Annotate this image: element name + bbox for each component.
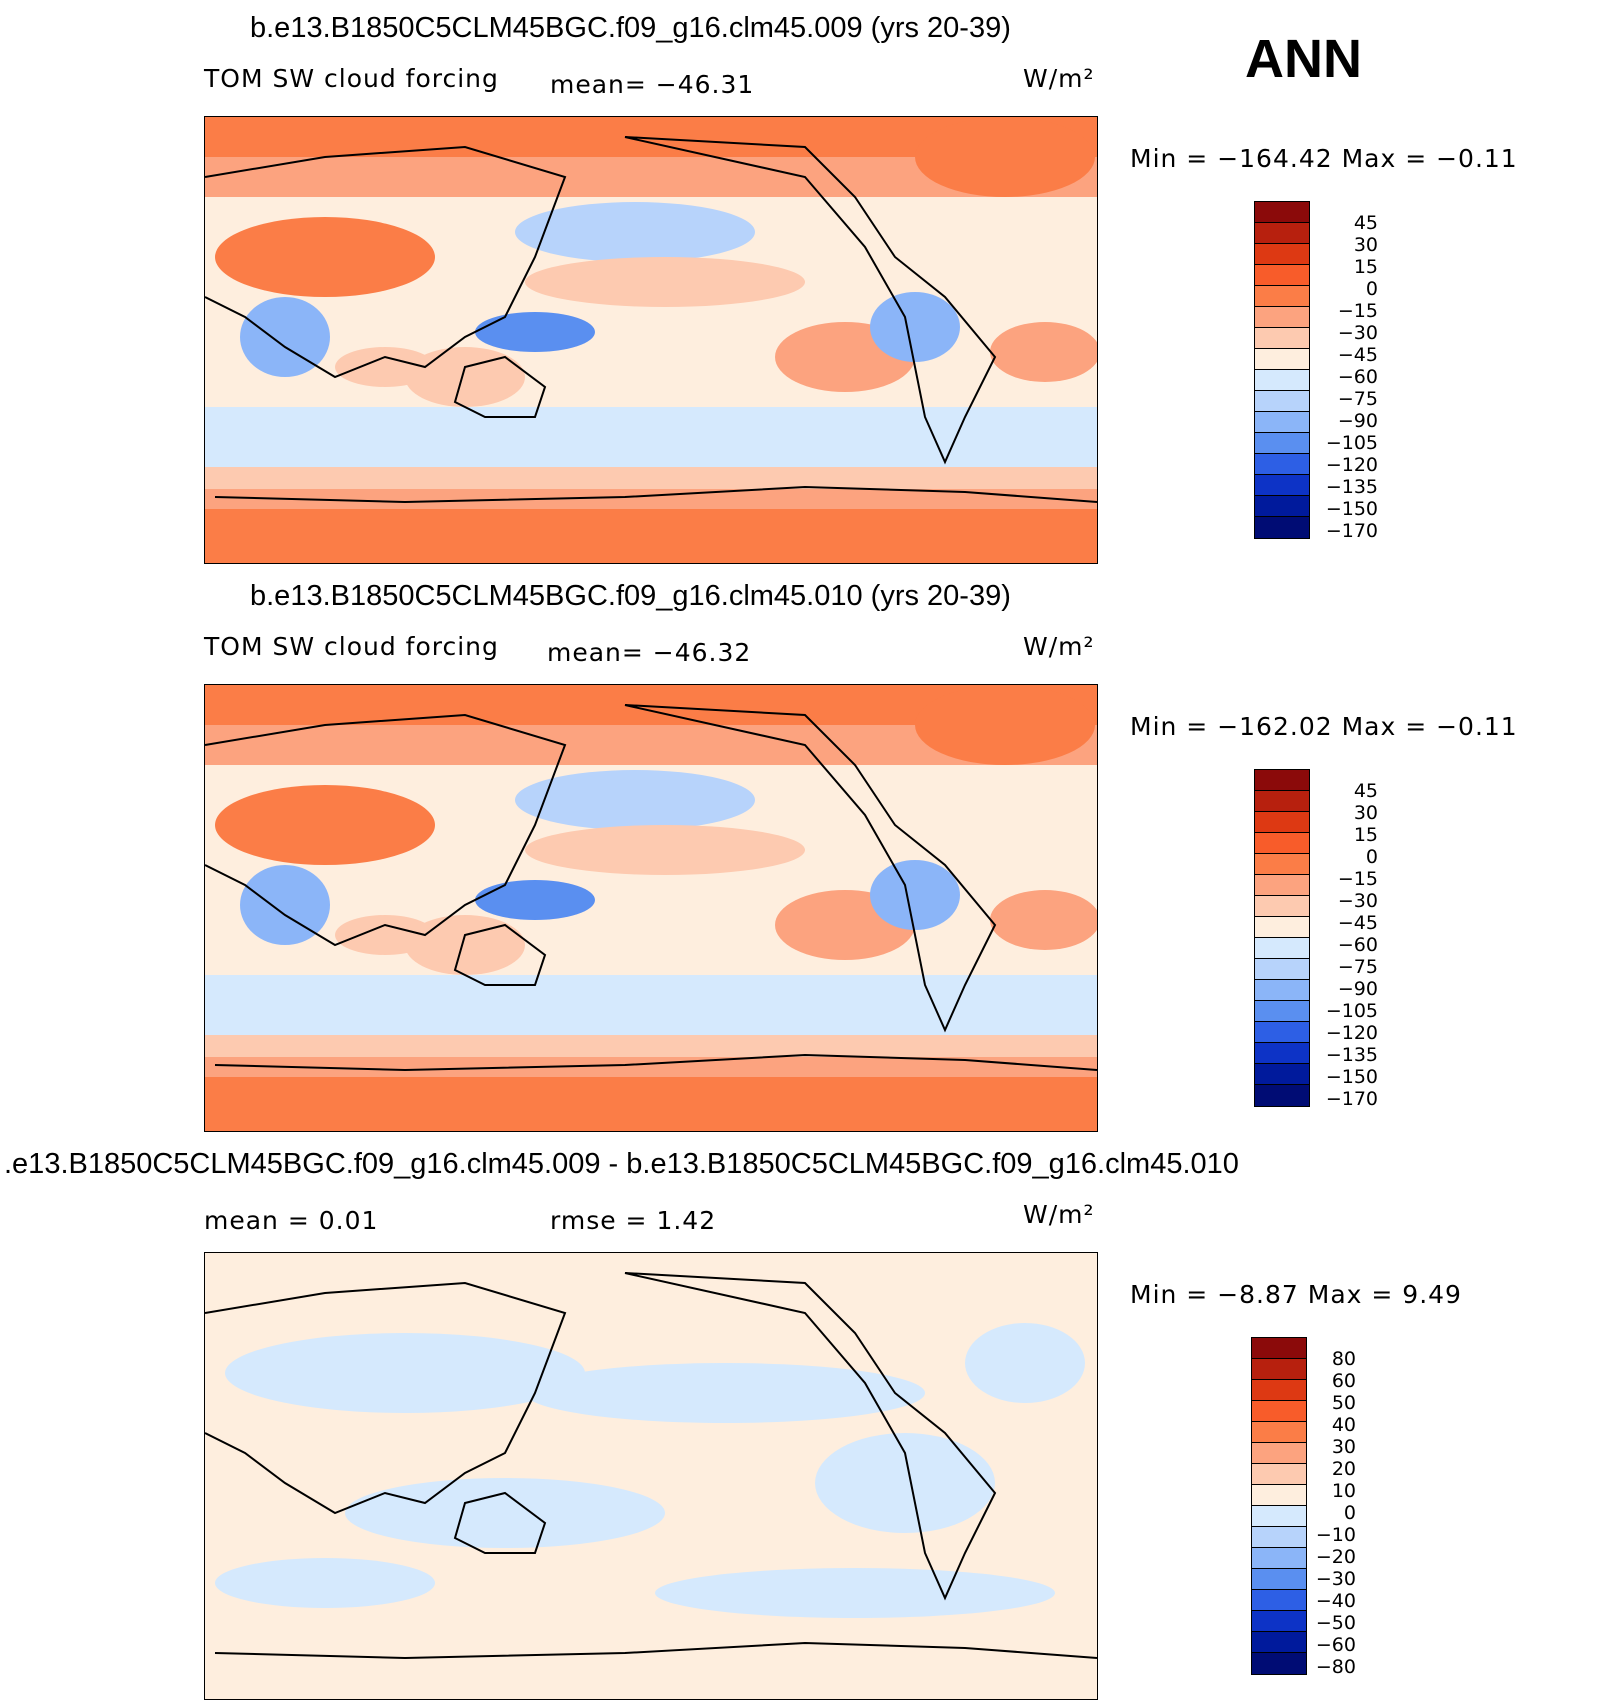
panel3-minmax: Min = −8.87 Max = 9.49 [1130,1280,1462,1309]
panel1-map [204,116,1098,564]
panel3-colorbar-ticks: 80 60 50 40 30 20 10 0 −10 −20 −30 −40 −… [1300,1348,1356,1678]
tick-label: −10 [1315,1524,1356,1546]
tick-label: 20 [1331,1458,1356,1480]
tick-label: −75 [1337,956,1378,978]
tick-label: 30 [1331,1436,1356,1458]
tick-label: 45 [1353,780,1378,802]
tick-label: −105 [1325,432,1378,454]
tick-label: −50 [1315,1612,1356,1634]
panel3-rmse: rmse = 1.42 [550,1206,717,1235]
tick-label: −80 [1315,1656,1356,1678]
tick-label: −75 [1337,388,1378,410]
panel1-field-svg [205,117,1097,563]
panel1-colorbar [1254,201,1310,539]
tick-label: −20 [1315,1546,1356,1568]
tick-label: −15 [1337,868,1378,890]
tick-label: −60 [1315,1634,1356,1656]
tick-label: −30 [1315,1568,1356,1590]
tick-label: 30 [1353,802,1378,824]
tick-label: −150 [1325,1066,1378,1088]
tick-label: 80 [1331,1348,1356,1370]
tick-label: −30 [1337,890,1378,912]
tick-label: −170 [1325,1088,1378,1110]
panel3-map [204,1252,1098,1700]
season-label: ANN [1245,29,1362,89]
panel2-title: b.e13.B1850C5CLM45BGC.f09_g16.clm45.010 … [250,580,1011,612]
panel1-title: b.e13.B1850C5CLM45BGC.f09_g16.clm45.009 … [250,12,1011,44]
tick-label: −30 [1337,322,1378,344]
panel2-colorbar [1254,769,1310,1107]
tick-label: 40 [1331,1414,1356,1436]
tick-label: −40 [1315,1590,1356,1612]
tick-label: 10 [1331,1480,1356,1502]
tick-label: 50 [1331,1392,1356,1414]
panel3-colorbar [1251,1337,1307,1675]
panel2-map [204,684,1098,1132]
tick-label: −45 [1337,912,1378,934]
panel1-mean: mean= −46.31 [550,70,755,99]
panel1-colorbar-ticks: 45 30 15 0 −15 −30 −45 −60 −75 −90 −105 … [1312,212,1378,542]
tick-label: −15 [1337,300,1378,322]
panel1-unit: W/m² [1023,64,1095,93]
tick-label: −105 [1325,1000,1378,1022]
panel3-mean: mean = 0.01 [204,1206,379,1235]
panel3-title: .e13.B1850C5CLM45BGC.f09_g16.clm45.009 -… [4,1148,1239,1180]
panel2-colorbar-ticks: 45 30 15 0 −15 −30 −45 −60 −75 −90 −105 … [1312,780,1378,1110]
tick-label: 0 [1365,278,1378,300]
tick-label: −120 [1325,454,1378,476]
panel3-unit: W/m² [1023,1200,1095,1229]
tick-label: −135 [1325,1044,1378,1066]
panel3-field-svg [205,1253,1097,1699]
tick-label: 0 [1343,1502,1356,1524]
panel2-mean: mean= −46.32 [547,638,752,667]
tick-label: 15 [1353,824,1378,846]
tick-label: 30 [1353,234,1378,256]
tick-label: −150 [1325,498,1378,520]
panel2-minmax: Min = −162.02 Max = −0.11 [1130,712,1518,741]
tick-label: −45 [1337,344,1378,366]
tick-label: −90 [1337,978,1378,1000]
panel2-unit: W/m² [1023,632,1095,661]
tick-label: −135 [1325,476,1378,498]
panel2-variable: TOM SW cloud forcing [204,632,499,661]
panel1-variable: TOM SW cloud forcing [204,64,499,93]
panel2-field-svg [205,685,1097,1131]
tick-label: 15 [1353,256,1378,278]
tick-label: 60 [1331,1370,1356,1392]
tick-label: −120 [1325,1022,1378,1044]
panel1-minmax: Min = −164.42 Max = −0.11 [1130,144,1518,173]
tick-label: 0 [1365,846,1378,868]
tick-label: −170 [1325,520,1378,542]
tick-label: −90 [1337,410,1378,432]
tick-label: −60 [1337,934,1378,956]
tick-label: −60 [1337,366,1378,388]
tick-label: 45 [1353,212,1378,234]
